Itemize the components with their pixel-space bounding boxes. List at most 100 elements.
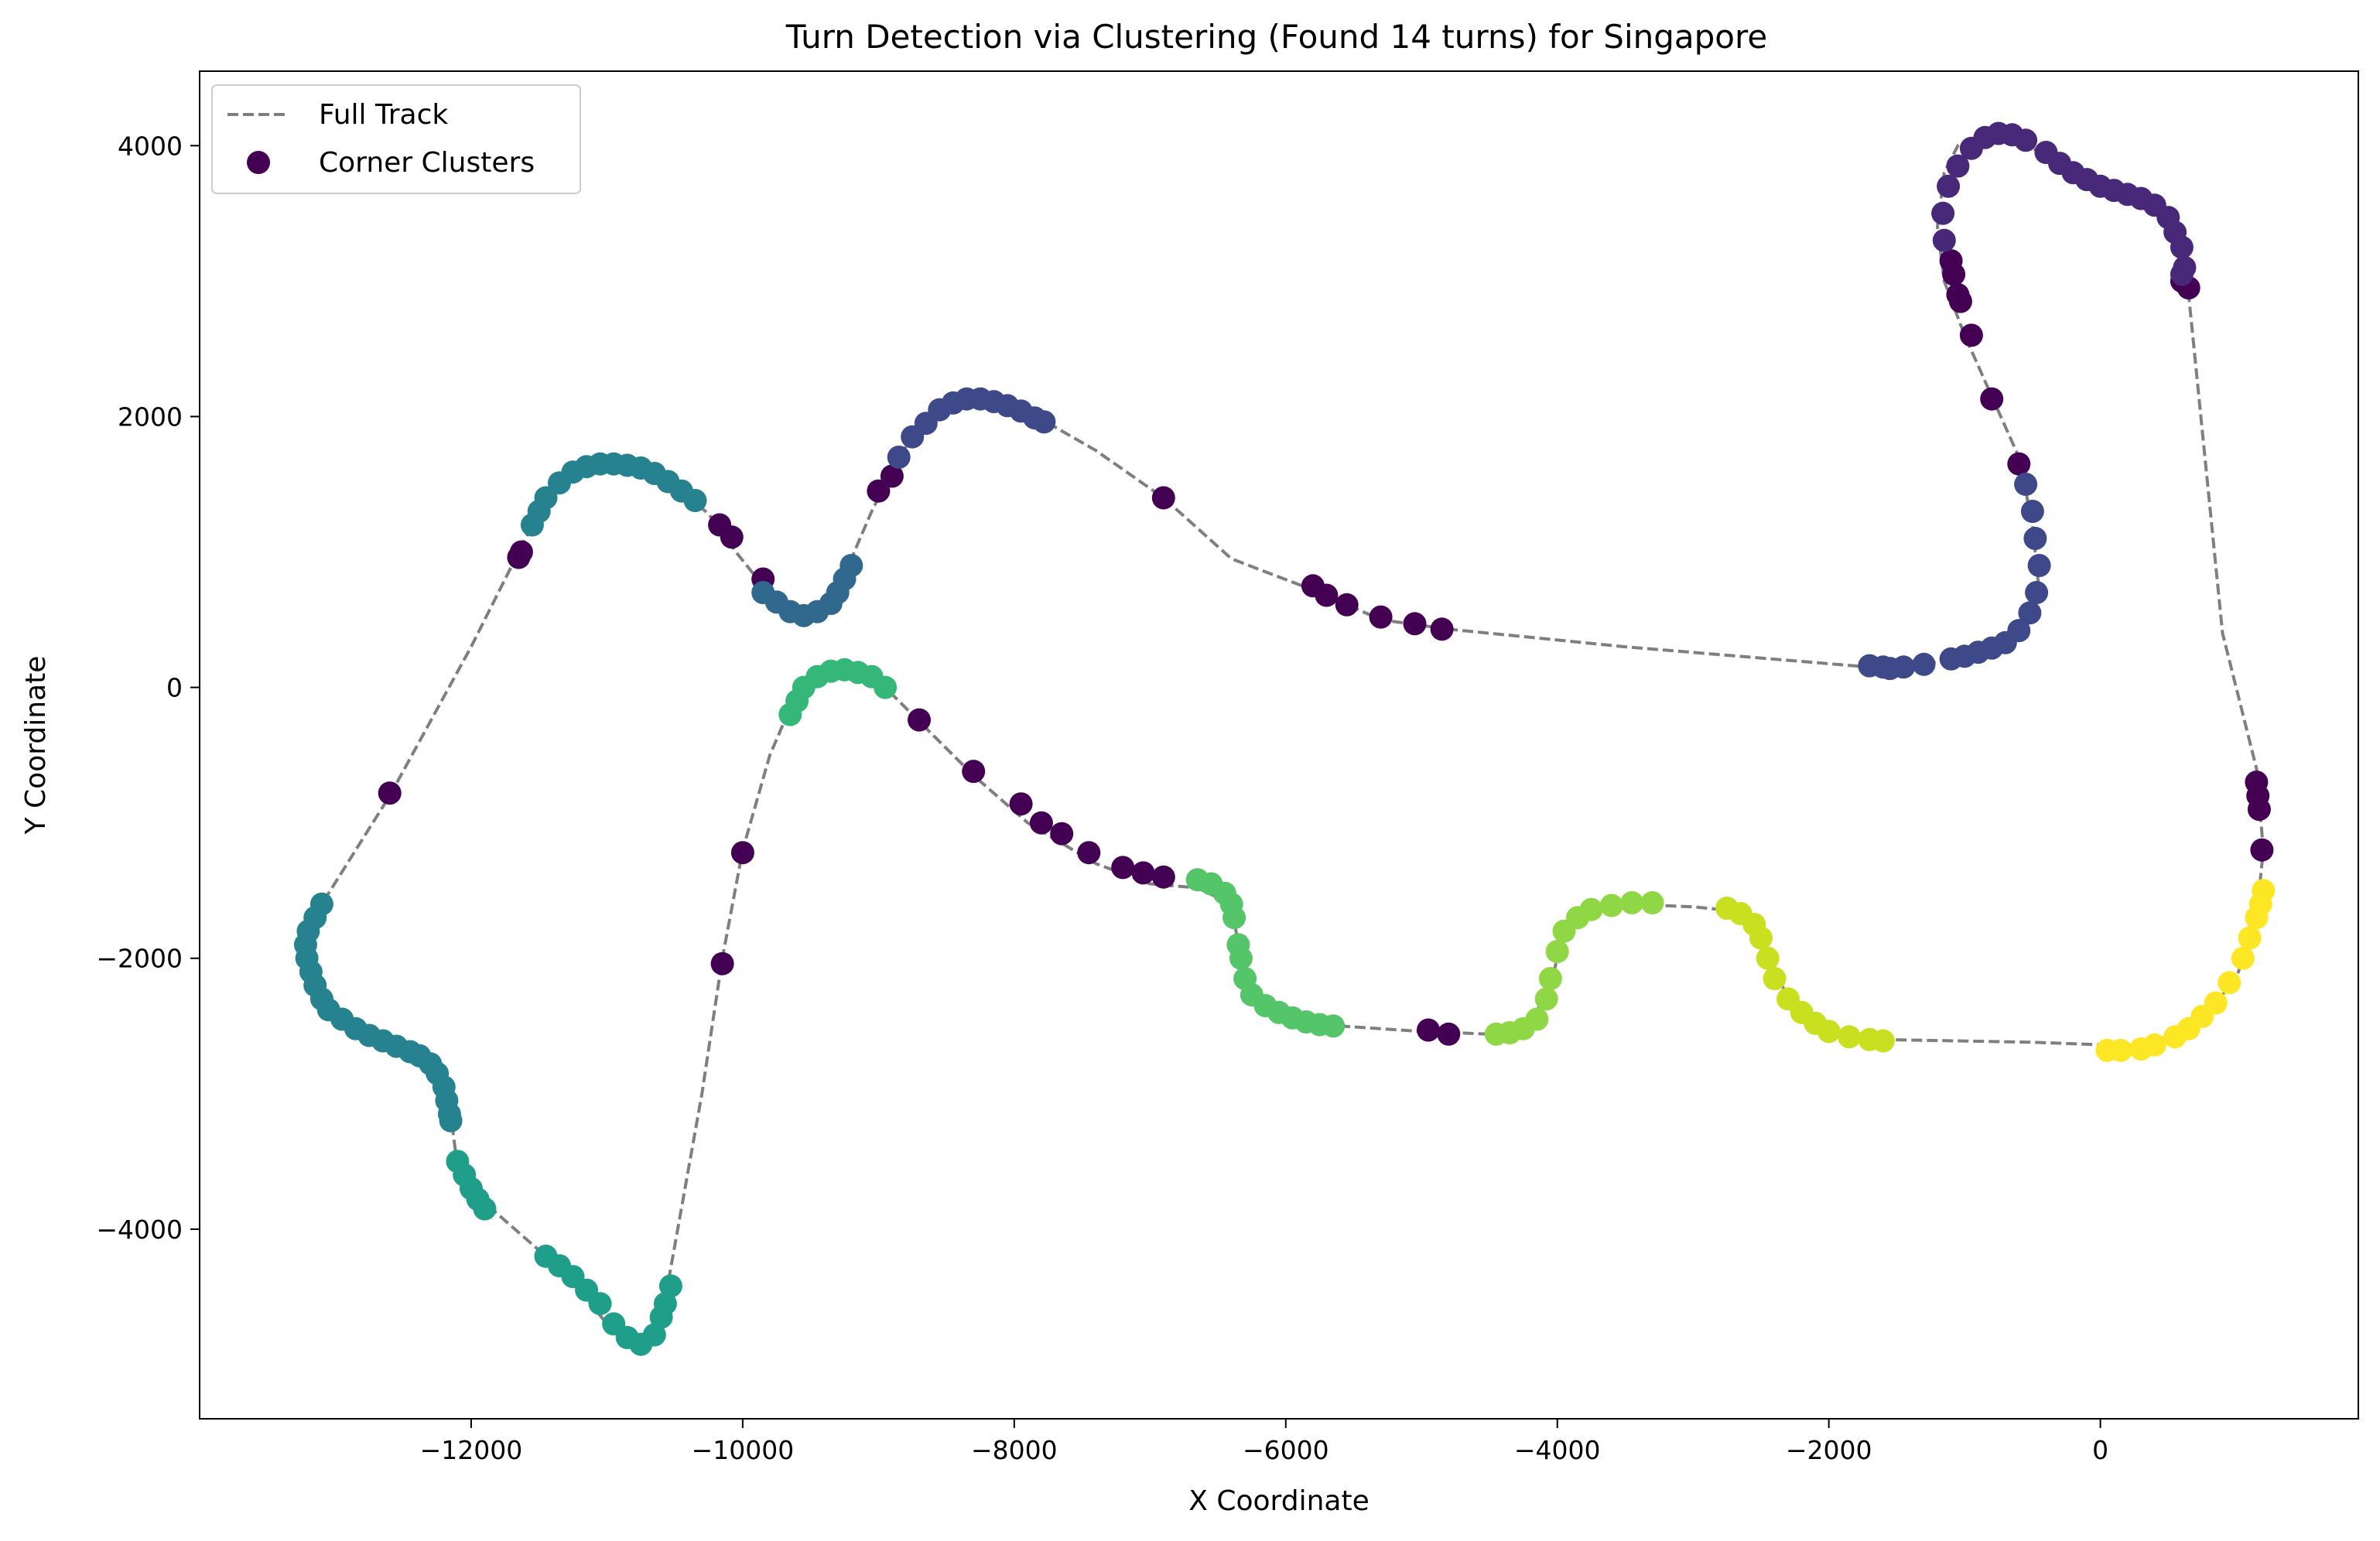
cluster-point <box>1029 811 1053 835</box>
cluster-point <box>720 525 744 549</box>
cluster-point <box>1640 891 1664 914</box>
cluster-point <box>1756 946 1780 970</box>
cluster-point <box>751 581 775 604</box>
cluster-point <box>2247 798 2271 822</box>
x-tick-label: −8000 <box>971 1435 1058 1465</box>
cluster-point <box>1369 605 1393 629</box>
cluster-point <box>2014 128 2038 152</box>
cluster-point <box>1763 967 1787 990</box>
x-tick-label: −10000 <box>692 1435 795 1465</box>
x-tick-label: −4000 <box>1514 1435 1601 1465</box>
legend-full-track-label: Full Track <box>319 99 448 131</box>
corner-cluster-0 <box>378 249 2274 1046</box>
cluster-point <box>509 540 533 564</box>
cluster-point <box>1620 891 1644 914</box>
x-axis: −12000 −10000 −8000 −6000 −4000 −2000 0 <box>420 1419 2108 1465</box>
cluster-point <box>874 675 898 699</box>
y-tick-label: 0 <box>166 673 183 703</box>
cluster-point <box>2027 554 2051 577</box>
cluster-point <box>2108 1038 2132 1062</box>
corner-cluster-3 <box>887 387 1056 469</box>
cluster-point <box>1937 174 1961 198</box>
cluster-point <box>2250 838 2274 862</box>
cluster-point <box>1871 1029 1895 1053</box>
cluster-point <box>1430 617 1454 641</box>
cluster-point <box>887 446 911 469</box>
legend: Full Track Corner Clusters <box>211 84 581 194</box>
cluster-point <box>1946 154 1970 178</box>
cluster-point <box>1151 865 1175 889</box>
cluster-point <box>1948 289 1972 313</box>
corner-cluster-1 <box>1931 121 2197 286</box>
cluster-point <box>2142 1033 2166 1057</box>
corner-cluster-5 <box>520 452 707 537</box>
cluster-point <box>1322 1014 1346 1038</box>
cluster-point <box>658 1274 682 1298</box>
cluster-point <box>2231 946 2255 970</box>
cluster-point <box>1032 410 1056 434</box>
cluster-point <box>378 781 402 805</box>
cluster-point <box>548 471 571 495</box>
x-tick-label: −2000 <box>1786 1435 1872 1465</box>
cluster-point <box>1222 906 1246 930</box>
cluster-point <box>2170 235 2194 259</box>
corner-cluster-10 <box>1484 891 1664 1046</box>
cluster-point <box>439 1109 463 1133</box>
x-tick-label: −12000 <box>420 1435 523 1465</box>
cluster-point <box>1871 655 1895 679</box>
cluster-point <box>2025 581 2049 604</box>
plot-frame <box>199 70 2359 1420</box>
corner-cluster-7 <box>446 1150 682 1356</box>
cluster-point <box>908 708 931 732</box>
cluster-point <box>1545 940 1569 963</box>
cluster-point <box>880 464 904 488</box>
cluster-point <box>1229 946 1253 970</box>
cluster-point <box>1525 1007 1549 1031</box>
cluster-point <box>1931 201 1955 225</box>
y-tick-label: 4000 <box>118 131 183 161</box>
cluster-point <box>1912 652 1936 676</box>
cluster-point <box>1335 593 1359 617</box>
y-axis: −4000 −2000 0 2000 4000 <box>96 131 200 1245</box>
cluster-point <box>653 1292 677 1316</box>
cluster-point <box>1417 1018 1440 1042</box>
y-tick-label: −4000 <box>96 1215 183 1245</box>
cluster-point <box>962 760 986 784</box>
cluster-point <box>1838 1025 1861 1049</box>
cluster-point <box>2204 991 2228 1015</box>
cluster-point <box>1009 792 1033 816</box>
corner-cluster-11 <box>1715 897 1895 1053</box>
y-tick-label: −2000 <box>96 944 183 974</box>
corner-cluster-2 <box>1858 473 2051 681</box>
cluster-point <box>473 1197 497 1221</box>
y-axis-label: Y Coordinate <box>20 656 52 835</box>
cluster-point <box>1437 1022 1461 1046</box>
cluster-point <box>1403 612 1427 636</box>
cluster-point <box>2018 601 2042 625</box>
cluster-point <box>1749 926 1773 950</box>
cluster-point <box>1942 262 1966 286</box>
cluster-point <box>867 479 891 503</box>
plot-area <box>293 121 2276 1356</box>
x-tick-label: 0 <box>2092 1435 2108 1465</box>
cluster-point <box>1932 228 1956 252</box>
corner-cluster-9 <box>1185 868 1346 1038</box>
cluster-point <box>1538 967 1562 990</box>
cluster-point <box>1315 583 1339 607</box>
cluster-point <box>2023 527 2047 550</box>
cluster-point <box>520 513 544 537</box>
cluster-point <box>730 841 754 865</box>
cluster-point <box>1817 1020 1841 1044</box>
corner-cluster-6 <box>293 892 463 1133</box>
cluster-point <box>2014 473 2038 496</box>
cluster-point <box>1077 841 1101 865</box>
cluster-point <box>2020 500 2044 523</box>
cluster-point <box>1111 856 1135 880</box>
cluster-point <box>588 1292 612 1316</box>
cluster-point <box>2170 262 2194 286</box>
cluster-point <box>1131 861 1155 885</box>
cluster-point <box>1151 486 1175 510</box>
y-tick-label: 2000 <box>118 401 183 432</box>
legend-corner-clusters-swatch <box>247 151 270 174</box>
